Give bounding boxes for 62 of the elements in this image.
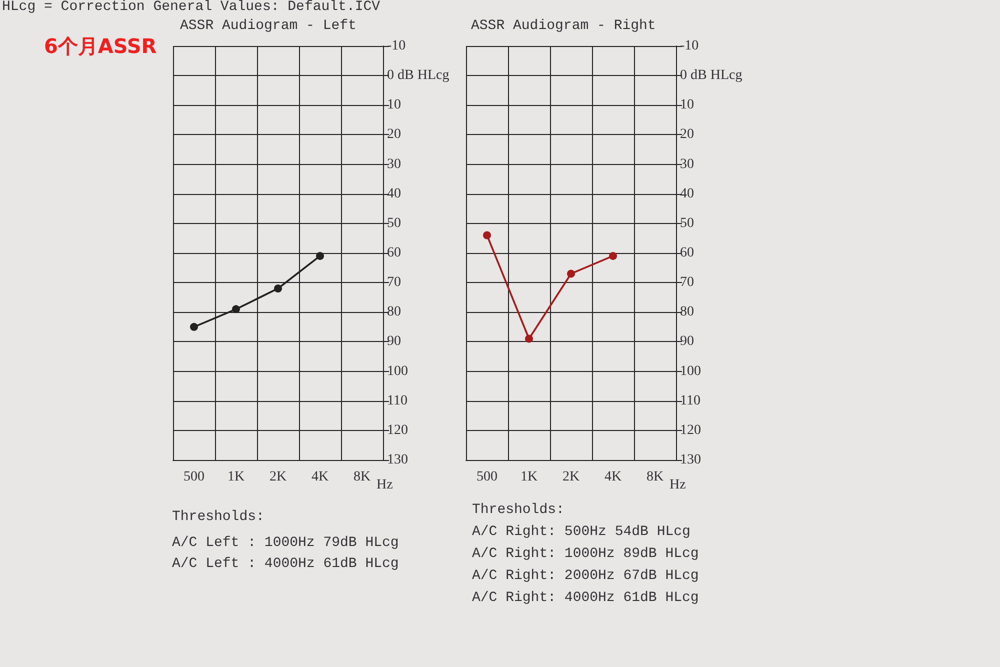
text: HLcg = Correction General Values: Default.ICV [2,0,381,15]
text: A/C Right: 1000Hz 89dB HLcg [472,546,699,562]
y-tick-label: 10 [387,98,401,113]
y-tick-label: 70 [387,275,401,290]
point [483,231,491,240]
point [525,334,533,343]
x-tick-label: 8K [353,470,371,484]
y-tick-label: 90 [387,334,401,350]
x-tick-label: 1K [227,470,245,484]
point [232,305,240,314]
point [567,270,575,278]
point [274,284,282,292]
y-tick-label: 100 [387,364,408,379]
x-tick-label: 4K [604,470,622,484]
y-tick-label: 0 dB HLcg [387,68,450,84]
y-tick-label: 120 [387,422,408,438]
point [609,252,617,260]
x-tick-label: 1K [520,470,538,484]
y-tick-label: 30 [680,156,694,172]
y-tick-label: 40 [387,186,401,202]
y-tick-label: 50 [680,216,694,231]
y-tick-label: -10 [387,38,406,54]
text: A/C Right: 4000Hz 61dB HLcg [472,590,699,606]
point [316,252,324,260]
x-tick-label: 2K [269,470,287,484]
text: A/C Left : 4000Hz 61dB HLcg [172,556,399,572]
x-tick-label: 2K [562,470,580,484]
y-tick-label: 20 [387,127,401,142]
y-tick-label: 90 [680,334,694,350]
y-tick-label: 120 [680,422,701,438]
y-tick-label: 30 [387,156,401,172]
y-tick-label: 70 [680,275,694,290]
y-tick-label: 110 [680,393,700,408]
y-tick-label: 80 [387,304,401,320]
y-tick-label: -10 [680,38,699,54]
text: A/C Left : 1000Hz 79dB HLcg [172,535,399,551]
x-axis-title: Hz [669,478,686,492]
chart-title: ASSR Audiogram - Right [471,18,656,34]
y-tick-label: 80 [680,304,694,320]
x-tick-label: 500 [184,470,204,484]
x-tick-label: 500 [476,470,498,484]
x-tick-label: 8K [646,470,664,484]
y-tick-label: 60 [387,246,401,260]
x-tick-label: 4K [311,470,329,484]
y-tick-label: 50 [387,216,401,231]
y-tick-label: 40 [680,186,694,202]
text: A/C Right: 500Hz 54dB HLcg [472,524,690,540]
y-tick-label: 130 [680,452,701,468]
y-tick-label: 20 [680,127,694,142]
text: A/C Right: 2000Hz 67dB HLcg [472,568,699,584]
text: Thresholds: [172,509,264,525]
text: 6个月ASSR [44,34,157,58]
chart-title: ASSR Audiogram - Left [180,18,356,34]
y-tick-label: 60 [680,246,694,260]
y-tick-label: 110 [387,393,408,408]
x-axis-title: Hz [376,478,393,492]
y-tick-label: 10 [680,98,694,113]
y-tick-label: 100 [680,364,701,379]
text: Thresholds: [472,502,564,518]
point [190,322,198,331]
y-tick-label: 0 dB HLcg [680,68,742,84]
y-tick-label: 130 [387,452,408,468]
